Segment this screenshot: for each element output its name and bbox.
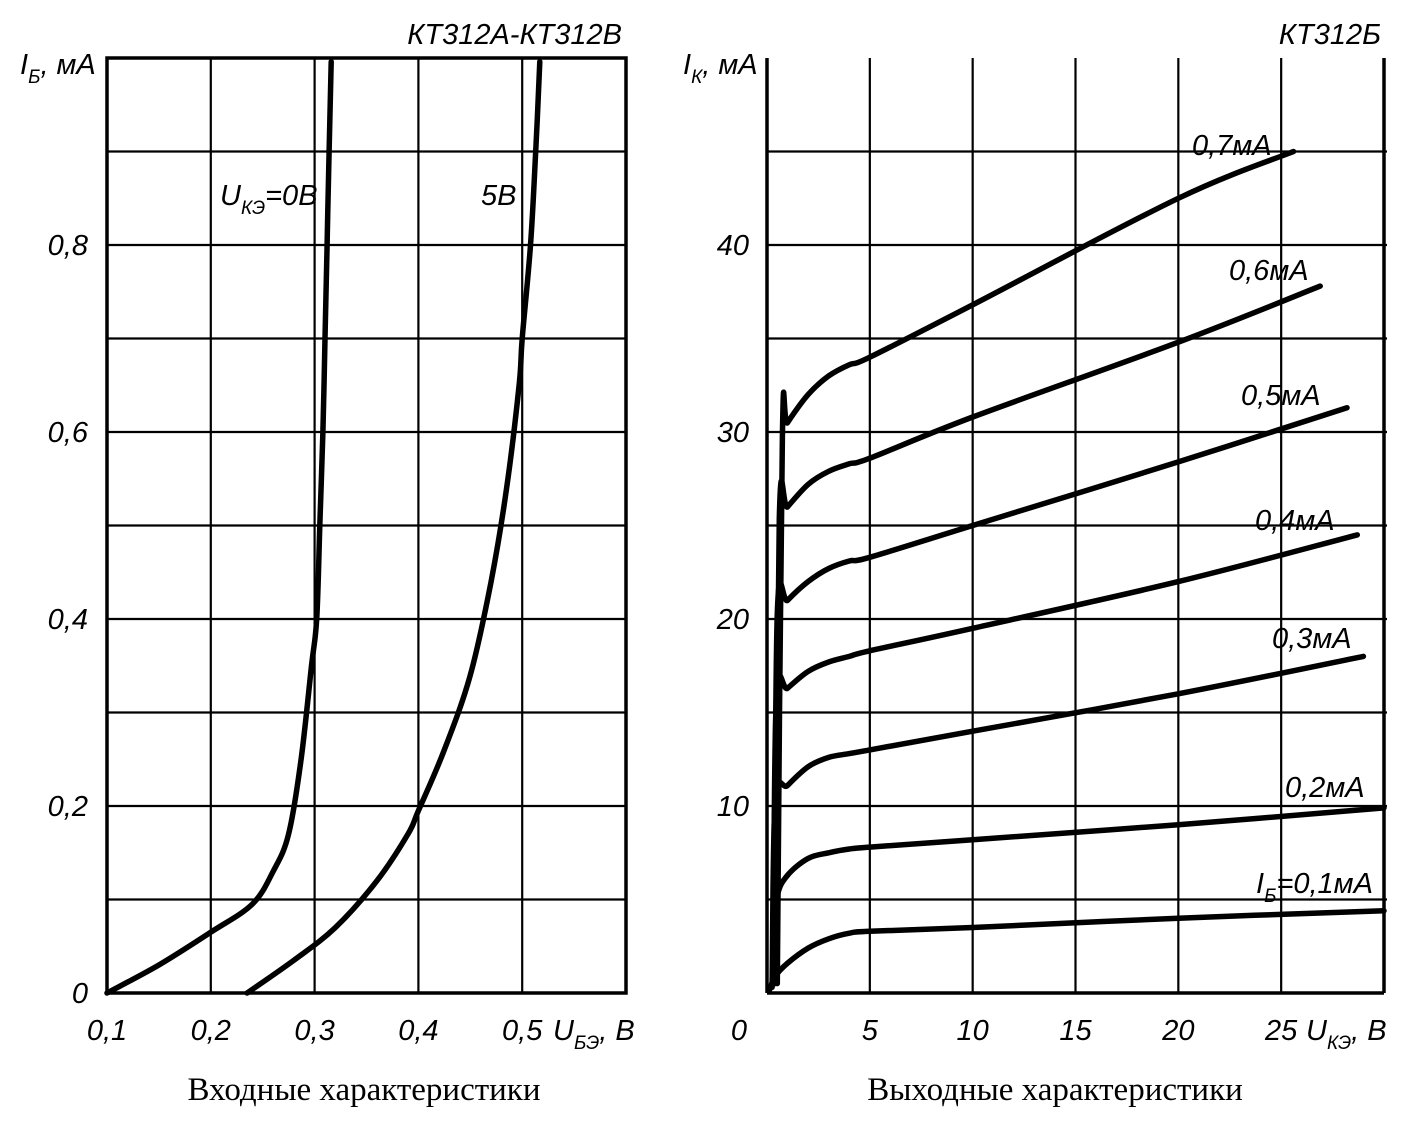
output-series-label-0-6ma: 0,6мА (1229, 255, 1309, 287)
input-y-tick-label: 0,4 (48, 604, 88, 636)
output-series-label-0-5ma: 0,5мА (1241, 380, 1321, 412)
output-x-tick-label: 10 (957, 1015, 989, 1047)
output-y-tick-label: 40 (717, 230, 749, 262)
output-series-label-0-2ma: 0,2мА (1285, 772, 1365, 804)
input-curve-1 (244, 58, 543, 996)
input-y-tick-label: 0,6 (48, 417, 89, 449)
input-x-tick-label: 0,2 (191, 1015, 231, 1047)
input-x-tick-label: 0,3 (294, 1015, 334, 1047)
input-chart-tick-labels: 0,1 0,2 0,3 0,4 0,5 0 0,2 0,4 0,6 0,8 (48, 230, 544, 1047)
output-series-label-0-1ma: IБ=0,1мА (1256, 868, 1373, 907)
input-x-tick-label: 0,1 (87, 1015, 127, 1047)
input-x-tick-label: 0,4 (398, 1015, 438, 1047)
output-series-labels: IБ=0,1мА 0,2мА 0,3мА 0,4мА 0,5мА 0,6мА 0… (1192, 130, 1373, 907)
input-characteristics-chart: 0,1 0,2 0,3 0,4 0,5 0 0,2 0,4 0,6 0,8 КТ312А-КТ31… (20, 19, 635, 1108)
output-curve-6 (774, 148, 1297, 987)
output-curve-0 (766, 907, 1387, 994)
output-chart-title: КТ312Б (1279, 19, 1381, 51)
input-chart-frame (105, 56, 628, 995)
input-curve-0 (104, 58, 334, 996)
output-series-label-0-4ma: 0,4мА (1255, 505, 1335, 537)
input-chart-y-axis-label: IБ, мА (20, 49, 96, 88)
output-chart-grid (767, 58, 1387, 993)
output-x-tick-label: 15 (1059, 1015, 1092, 1047)
input-x-tick-label: 0,5 (502, 1015, 543, 1047)
output-chart-tick-labels: 0 5 10 15 20 25 10 20 30 40 (716, 230, 1298, 1047)
input-chart-x-axis-label: UБЭ, В (553, 1015, 635, 1054)
output-chart-curves (766, 148, 1387, 994)
input-chart-caption: Входные характеристики (188, 1072, 541, 1108)
output-y-tick-label: 30 (717, 417, 749, 449)
output-chart-caption: Выходные характеристики (867, 1072, 1243, 1108)
input-y-tick-label: 0,8 (48, 230, 88, 262)
output-y-tick-label: 10 (717, 791, 749, 823)
input-chart-curves (104, 58, 543, 996)
output-chart-y-axis-label: IК, мА (683, 49, 758, 88)
output-x-tick-label: 20 (1161, 1015, 1194, 1047)
output-x-tick-label: 0 (731, 1015, 747, 1047)
input-y-tick-label: 0,2 (48, 791, 88, 823)
input-chart-grid (105, 58, 626, 993)
input-chart-title: КТ312А-КТ312В (407, 19, 622, 51)
output-series-label-0-3ma: 0,3мА (1272, 623, 1352, 655)
output-x-tick-label: 5 (862, 1015, 879, 1047)
output-curve-5 (772, 283, 1323, 987)
input-series-label-5v: 5В (481, 180, 516, 212)
output-chart-x-axis-label: UКЭ, В (1306, 1015, 1387, 1054)
output-curve-2 (769, 653, 1367, 989)
input-series-label-0v: UКЭ=0В (220, 180, 318, 219)
output-series-label-0-7ma: 0,7мА (1192, 130, 1272, 162)
output-y-tick-label: 20 (716, 604, 749, 636)
input-y-tick-label: 0 (72, 978, 88, 1010)
output-x-tick-label: 25 (1264, 1015, 1298, 1047)
